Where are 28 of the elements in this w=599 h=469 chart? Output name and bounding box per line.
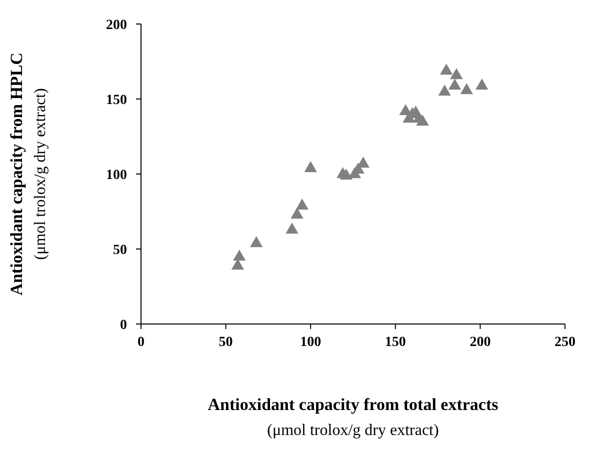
point <box>438 84 451 96</box>
point <box>416 114 429 126</box>
y-tick-label: 150 <box>106 93 127 108</box>
point <box>290 208 304 219</box>
point <box>286 222 298 234</box>
x-tick-label: 200 <box>470 335 491 350</box>
x-tick-label: 50 <box>218 335 233 350</box>
y-tick-label: 0 <box>120 318 127 333</box>
point <box>476 78 488 90</box>
x-tick-label: 250 <box>554 335 576 350</box>
point <box>304 161 317 172</box>
point <box>233 250 246 261</box>
point <box>448 78 462 90</box>
point <box>296 198 308 210</box>
y-axis-title: Antioxidant capacity from HPLC (μmol trolox/g dry extract) <box>7 52 49 296</box>
y-tick-label: 50 <box>113 243 127 258</box>
y-tick-label: 100 <box>106 168 127 183</box>
point <box>231 258 244 270</box>
point <box>250 236 263 248</box>
x-axis-title: Antioxidant capacity from total extracts (μmol trolox/g dry extract) <box>208 395 499 439</box>
x-tick-label: 0 <box>138 335 144 350</box>
y-tick-label: 200 <box>106 18 127 33</box>
point <box>450 68 463 80</box>
x-tick-label: 100 <box>300 335 322 350</box>
point <box>440 64 453 75</box>
point <box>340 168 353 180</box>
point <box>460 83 473 94</box>
x-tick-label: 150 <box>384 335 406 350</box>
